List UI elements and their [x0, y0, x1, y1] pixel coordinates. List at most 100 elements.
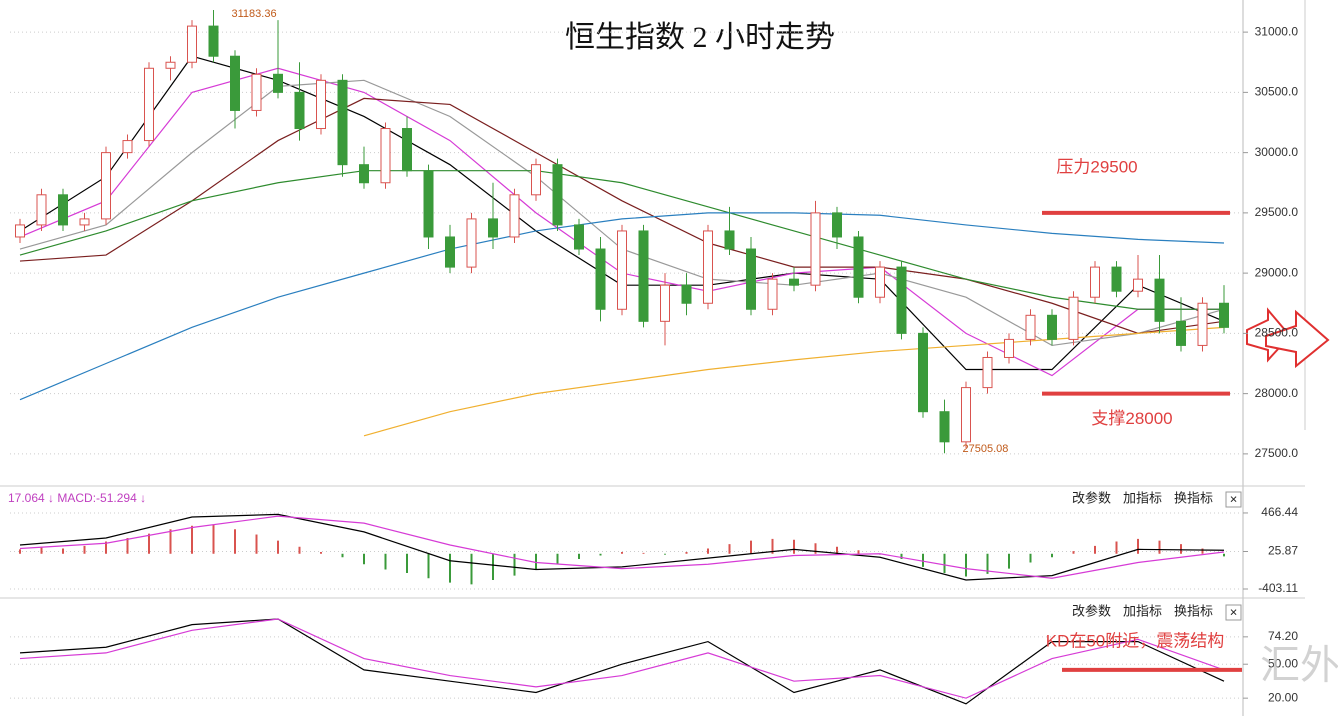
candle-body: [746, 248, 756, 310]
candle-body: [187, 25, 197, 63]
min-label: 27505.08: [963, 443, 1009, 455]
button[interactable]: 加指标: [1123, 490, 1162, 505]
candle-body: [337, 79, 348, 166]
candle-body: [144, 67, 154, 142]
indicator-line: [19, 97, 1225, 334]
max-label: 31183.36: [232, 8, 277, 20]
close-button[interactable]: ×: [1230, 604, 1238, 619]
y-tick-label: 466.44: [1261, 505, 1298, 519]
candle-body: [402, 128, 412, 172]
candle-body: [1197, 302, 1208, 346]
y-tick-label: 30500.0: [1255, 85, 1299, 99]
button[interactable]: 换指标: [1174, 490, 1213, 505]
indicator-line: [19, 170, 1224, 310]
candle-body: [1176, 320, 1186, 346]
candle-body: [982, 356, 993, 389]
indicator-line: [19, 67, 1224, 377]
candle-body: [1025, 314, 1036, 340]
candle-body: [552, 164, 563, 226]
indicator-line: [19, 618, 1225, 705]
y-tick-label: 29000.0: [1255, 265, 1299, 279]
candle-body: [1004, 338, 1014, 358]
candle-body: [15, 224, 25, 238]
indicator-line: [19, 212, 1225, 401]
candle-body: [466, 218, 477, 268]
candle-body: [1090, 266, 1100, 298]
candle-body: [767, 278, 778, 310]
indicator-line: [363, 326, 1225, 437]
candle-body: [918, 332, 928, 413]
button[interactable]: 改参数: [1072, 490, 1111, 505]
button[interactable]: 改参数: [1072, 603, 1111, 618]
close-button[interactable]: ×: [1230, 491, 1238, 506]
candle-body: [101, 152, 111, 220]
level-label: 支撑28000: [1091, 409, 1172, 428]
watermark: 汇外网: [1260, 644, 1338, 688]
candle-body: [251, 73, 262, 111]
candle-body: [122, 140, 133, 154]
candle-body: [789, 278, 799, 286]
candle-body: [1111, 266, 1122, 292]
y-tick-label: 27500.0: [1255, 446, 1299, 460]
candle-body: [316, 79, 326, 130]
candle-body: [961, 387, 971, 443]
candle-body: [294, 91, 305, 130]
candle-body: [58, 194, 68, 226]
candle-body: [875, 266, 885, 298]
candle-body: [488, 218, 498, 238]
indicator-line: [19, 618, 1225, 699]
candle-body: [660, 284, 670, 322]
level-label: 压力29500: [1056, 157, 1137, 176]
kd-note: KD在50附近，震荡结构: [1046, 631, 1225, 650]
candle-body: [165, 61, 176, 69]
candle-body: [595, 248, 606, 310]
y-tick-label: 28000.0: [1255, 386, 1299, 400]
candle-body: [1047, 314, 1057, 340]
macd-header: 17.064 ↓ MACD:-51.294 ↓: [8, 491, 146, 505]
y-tick-label: 31000.0: [1255, 24, 1299, 38]
candle-body: [230, 55, 240, 111]
candle-body: [617, 230, 627, 310]
candle-body: [1154, 278, 1165, 322]
candle-body: [208, 25, 219, 57]
candle-body: [1068, 296, 1079, 340]
y-tick-label: 20.00: [1268, 690, 1298, 704]
y-tick-label: 50.00: [1268, 656, 1298, 670]
candle-body: [638, 230, 649, 322]
candle-body: [896, 266, 907, 334]
indicator-line: [19, 513, 1225, 581]
candle-body: [359, 164, 369, 184]
candle-body: [423, 170, 434, 238]
candle-body: [853, 236, 864, 298]
y-tick-label: 74.20: [1268, 629, 1298, 643]
candle-body: [1133, 278, 1143, 292]
y-tick-label: 29500.0: [1255, 205, 1299, 219]
candle-body: [832, 212, 842, 238]
toolbar: 改参数 加指标 换指标 × 改参数 加指标 换指标 ×: [1072, 490, 1242, 621]
button[interactable]: 加指标: [1123, 603, 1162, 618]
candle-body: [380, 128, 391, 184]
candle-body: [810, 212, 821, 286]
close-box: [1225, 604, 1242, 621]
candle-body: [36, 194, 47, 226]
chart-title: 恒生指数 2 小时走势: [565, 21, 835, 54]
close-box: [1225, 491, 1242, 508]
arrow-icon: [1265, 309, 1330, 369]
candle-body: [531, 164, 541, 196]
y-tick-label: 25.87: [1268, 544, 1298, 558]
y-tick-label: 28500.0: [1255, 326, 1299, 340]
y-tick-label: -403.11: [1258, 581, 1298, 595]
candle-body: [273, 73, 283, 93]
candle-body: [681, 284, 692, 304]
y-tick-label: 30000.0: [1255, 145, 1299, 159]
candle-body: [939, 411, 950, 443]
button[interactable]: 换指标: [1174, 603, 1213, 618]
candle-body: [1219, 302, 1229, 328]
candle-body: [574, 224, 584, 250]
candle-body: [509, 194, 520, 238]
candle-body: [724, 230, 735, 250]
candle-body: [79, 218, 90, 226]
candle-body: [445, 236, 455, 268]
indicator-line: [19, 515, 1225, 579]
